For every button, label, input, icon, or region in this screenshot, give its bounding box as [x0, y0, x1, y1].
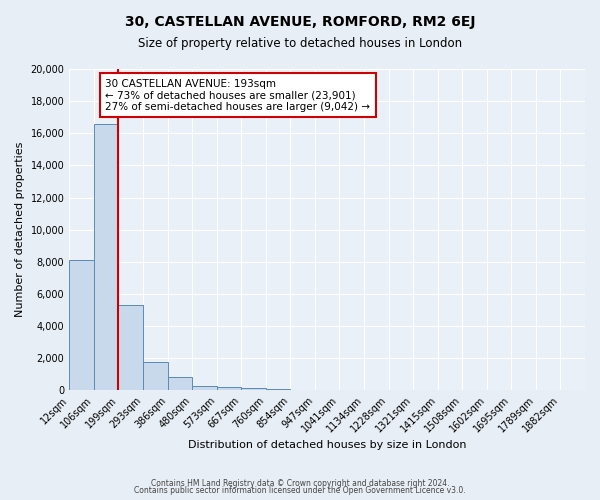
Text: 30, CASTELLAN AVENUE, ROMFORD, RM2 6EJ: 30, CASTELLAN AVENUE, ROMFORD, RM2 6EJ — [125, 15, 475, 29]
Y-axis label: Number of detached properties: Number of detached properties — [15, 142, 25, 318]
Text: Contains public sector information licensed under the Open Government Licence v3: Contains public sector information licen… — [134, 486, 466, 495]
X-axis label: Distribution of detached houses by size in London: Distribution of detached houses by size … — [188, 440, 466, 450]
Text: 30 CASTELLAN AVENUE: 193sqm
← 73% of detached houses are smaller (23,901)
27% of: 30 CASTELLAN AVENUE: 193sqm ← 73% of det… — [106, 78, 370, 112]
Bar — [217, 387, 241, 390]
Bar — [241, 388, 266, 390]
Bar — [192, 386, 217, 390]
Bar — [94, 124, 118, 390]
Bar — [118, 305, 143, 390]
Bar — [143, 362, 167, 390]
Text: Size of property relative to detached houses in London: Size of property relative to detached ho… — [138, 38, 462, 51]
Bar — [69, 260, 94, 390]
Text: Contains HM Land Registry data © Crown copyright and database right 2024.: Contains HM Land Registry data © Crown c… — [151, 478, 449, 488]
Bar — [266, 389, 290, 390]
Bar — [167, 378, 192, 390]
